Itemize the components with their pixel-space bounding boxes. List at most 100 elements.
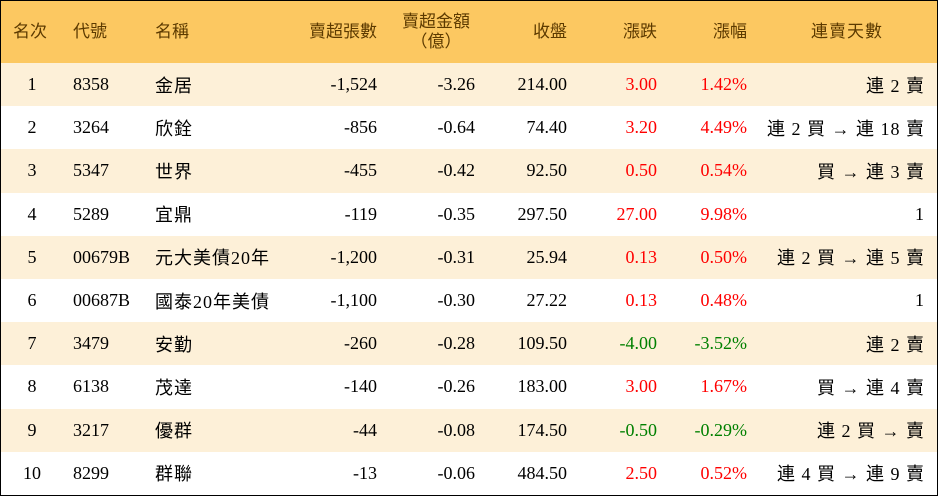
cell-streak: 1	[915, 203, 925, 224]
cell-code: 3217	[73, 419, 109, 440]
cell-change-pct: 4.49%	[700, 117, 748, 138]
cell-change: 3.00	[625, 376, 658, 397]
cell-code: 5347	[73, 160, 109, 181]
cell-net-sell-amount: -0.06	[437, 462, 476, 483]
cell-net-sell-lots: -1,524	[330, 74, 378, 95]
cell-streak: 買 → 連 3 賣	[817, 161, 925, 182]
cell-name: 元大美債20年	[155, 248, 270, 269]
cell-code: 3264	[73, 117, 109, 138]
cell-streak: 連 4 買 → 連 9 賣	[777, 464, 925, 485]
cell-net-sell-lots: -260	[344, 333, 377, 354]
cell-close: 174.50	[517, 419, 568, 440]
cell-close: 109.50	[517, 333, 568, 354]
cell-change-pct: 0.50%	[700, 246, 748, 267]
cell-change: 2.50	[625, 462, 658, 483]
cell-net-sell-amount: -3.26	[437, 74, 476, 95]
cell-net-sell-amount: -0.31	[437, 246, 476, 267]
cell-change: 0.13	[625, 290, 658, 311]
cell-close: 27.22	[526, 290, 568, 311]
cell-rank: 5	[27, 246, 37, 267]
table-row: 2 3264 欣銓 -856 -0.64 74.40 3.20 4.49% 連 2 買 → 連 …	[1, 106, 937, 150]
cell-rank: 9	[27, 419, 37, 440]
cell-net-sell-lots: -856	[344, 117, 377, 138]
header-change-pct: 漲幅	[713, 22, 747, 41]
cell-net-sell-amount: -0.64	[437, 117, 476, 138]
cell-streak: 1	[915, 290, 925, 311]
table-row: 7 3479 安勤 -260 -0.28 109.50 -4.00 -3.52% 連 2 賣	[1, 322, 937, 366]
cell-rank: 8	[27, 376, 37, 397]
cell-change-pct: 0.52%	[700, 462, 748, 483]
cell-change: 0.50	[625, 160, 658, 181]
table-row: 3 5347 世界 -455 -0.42 92.50 0.50 0.54% 買 → 連 3 賣	[1, 149, 937, 193]
cell-rank: 7	[27, 333, 37, 354]
header-row: 名次 代號 名稱 賣超張數 賣超金額 （億） 收盤 漲跌 漲幅 連賣天數	[1, 1, 937, 63]
cell-net-sell-lots: -455	[344, 160, 377, 181]
cell-net-sell-lots: -13	[353, 462, 377, 483]
cell-net-sell-lots: -1,100	[330, 290, 378, 311]
cell-change: 3.00	[625, 74, 658, 95]
cell-rank: 10	[23, 462, 41, 483]
table-row: 6 00687B 國泰20年美債 -1,100 -0.30 27.22 0.13 0.48% 1	[1, 278, 937, 323]
cell-change-pct: -3.52%	[694, 333, 748, 354]
header-rank: 名次	[13, 22, 47, 41]
header-change: 漲跌	[623, 22, 657, 41]
table-row: 1 8358 金居 -1,524 -3.26 214.00 3.00 1.42% 連 2 賣	[1, 63, 937, 107]
cell-change-pct: 0.54%	[700, 160, 748, 181]
cell-change: 0.13	[625, 246, 658, 267]
header-code: 代號	[73, 22, 107, 41]
cell-streak: 買 → 連 4 賣	[817, 377, 925, 398]
cell-net-sell-amount: -0.42	[437, 160, 476, 181]
cell-close: 214.00	[517, 74, 568, 95]
header-net-sell-amount-line2: （億）	[410, 32, 462, 51]
table-header: 名次 代號 名稱 賣超張數 賣超金額 （億） 收盤 漲跌 漲幅 連賣天數	[1, 1, 937, 63]
cell-name: 茂達	[155, 377, 193, 398]
cell-rank: 2	[27, 117, 37, 138]
cell-net-sell-amount: -0.26	[437, 376, 476, 397]
cell-name: 安勤	[155, 334, 193, 355]
cell-code: 8299	[73, 462, 109, 483]
cell-streak: 連 2 買 → 連 18 賣	[767, 118, 925, 139]
cell-rank: 1	[27, 74, 37, 95]
cell-change-pct: -0.29%	[694, 419, 748, 440]
cell-code: 6138	[73, 376, 109, 397]
cell-code: 3479	[73, 333, 109, 354]
cell-code: 8358	[73, 74, 109, 95]
cell-rank: 4	[27, 203, 37, 224]
cell-change: -0.50	[619, 419, 658, 440]
cell-change: -4.00	[619, 333, 658, 354]
cell-close: 297.50	[517, 203, 568, 224]
header-net-sell-lots: 賣超張數	[309, 22, 377, 41]
table-row: 4 5289 宜鼎 -119 -0.35 297.50 27.00 9.98% 1	[1, 192, 937, 236]
cell-net-sell-amount: -0.30	[437, 290, 476, 311]
cell-change-pct: 1.67%	[700, 376, 748, 397]
header-name: 名稱	[155, 22, 189, 41]
cell-net-sell-lots: -44	[353, 419, 377, 440]
header-streak: 連賣天數	[811, 22, 883, 41]
header-net-sell-amount-line1: 賣超金額	[402, 12, 470, 31]
cell-rank: 3	[27, 160, 37, 181]
cell-net-sell-lots: -140	[344, 376, 377, 397]
cell-name: 群聯	[155, 464, 193, 485]
cell-change-pct: 9.98%	[700, 203, 748, 224]
cell-code: 00679B	[73, 246, 131, 267]
cell-name: 世界	[155, 161, 193, 182]
header-net-sell-amount: 賣超金額 （億）	[387, 1, 485, 63]
cell-change: 27.00	[616, 203, 658, 224]
cell-code: 00687B	[73, 290, 131, 311]
cell-name: 金居	[155, 75, 193, 96]
cell-name: 國泰20年美債	[155, 291, 270, 312]
cell-net-sell-lots: -119	[344, 203, 377, 224]
cell-streak: 連 2 買 → 連 5 賣	[777, 248, 925, 269]
cell-net-sell-amount: -0.35	[437, 203, 476, 224]
cell-net-sell-amount: -0.08	[437, 419, 476, 440]
header-close: 收盤	[533, 22, 567, 41]
table-row: 8 6138 茂達 -140 -0.26 183.00 3.00 1.67% 買 → 連 4 賣	[1, 365, 937, 409]
cell-close: 92.50	[526, 160, 568, 181]
cell-close: 74.40	[526, 117, 568, 138]
cell-change-pct: 0.48%	[700, 290, 748, 311]
cell-streak: 連 2 賣	[866, 334, 925, 355]
table-row: 10 8299 群聯 -13 -0.06 484.50 2.50 0.52% 連 4 買 → 連…	[1, 451, 937, 495]
cell-code: 5289	[73, 203, 109, 224]
